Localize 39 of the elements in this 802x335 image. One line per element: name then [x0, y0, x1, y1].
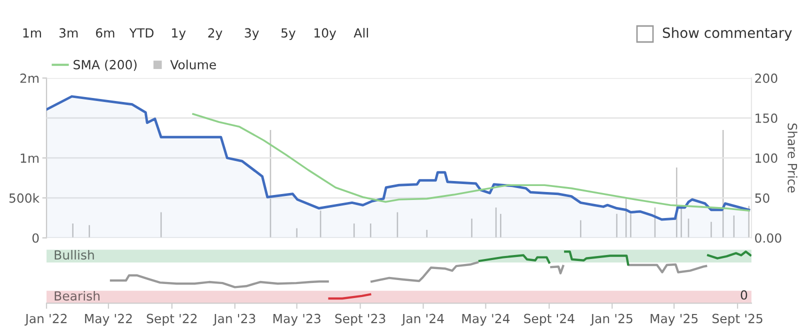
text: 2y [208, 28, 222, 40]
y2-tick-label: 2m [20, 74, 39, 83]
annotation: 0 [740, 290, 748, 300]
x-tick-label: May '25 [650, 314, 698, 326]
y-tick-label: 200 [755, 74, 778, 83]
y-tick-label: 50 [755, 193, 770, 203]
text: Show commentary [662, 27, 792, 41]
text: 1m [23, 28, 42, 38]
text: All [354, 28, 368, 38]
band-label: Bearish [54, 290, 100, 301]
x-tick-label: Sept '23 [335, 314, 386, 326]
text: 10y [314, 28, 336, 40]
x-tick-label: Jan '24 [401, 314, 444, 326]
band-label: Bullish [54, 250, 94, 260]
line-series [192, 113, 750, 212]
x-tick-label: Sept '25 [712, 314, 762, 326]
y-tick-label: 0.00 [755, 233, 782, 243]
x-tick-label: May '24 [462, 314, 510, 326]
x-tick-label: May '22 [85, 314, 132, 326]
text: 1y [172, 28, 186, 40]
legend-label: Volume [170, 60, 216, 70]
y-axis-title: Share Price [788, 124, 798, 193]
y-tick-label: 100 [756, 153, 778, 163]
text: YTD [129, 28, 154, 38]
x-tick-label: Sept '22 [146, 314, 197, 326]
y-tick-label: 150 [756, 113, 778, 123]
y2-tick-label: 1m [20, 154, 39, 163]
text: 3y [244, 28, 259, 40]
y2-tick-label: 500k [9, 193, 40, 203]
text: 6m [96, 28, 114, 38]
legend-label: SMA (200) [74, 60, 137, 71]
text: 3m [59, 28, 78, 38]
y2-tick-label: 0 [32, 233, 39, 243]
x-tick-label: Jan '22 [24, 314, 67, 326]
x-tick-label: Sept '24 [524, 314, 574, 326]
text: 5y [281, 28, 296, 40]
x-tick-label: May '23 [273, 314, 320, 326]
x-tick-label: Jan '25 [590, 314, 632, 326]
x-tick-label: Jan '23 [212, 314, 256, 326]
